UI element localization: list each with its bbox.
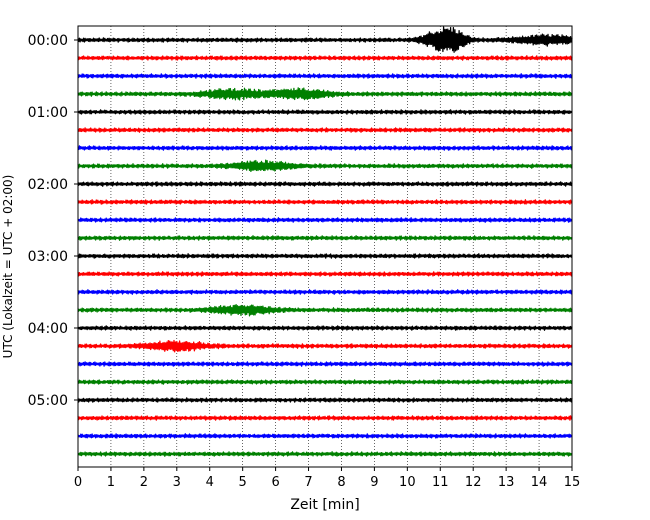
trace-0115 (77, 127, 573, 133)
x-tick-label: 7 (304, 475, 312, 490)
x-tick-label: 2 (140, 475, 148, 490)
trace-0145 (77, 159, 573, 173)
x-tick-label: 15 (564, 475, 581, 490)
x-tick-label: 4 (206, 475, 214, 490)
trace-0500 (77, 397, 573, 403)
trace-group (77, 26, 573, 457)
y-tick-label: 02:00 (28, 177, 68, 193)
trace-0245 (77, 235, 573, 241)
y-tick-label: 04:00 (28, 321, 68, 337)
trace-0215 (77, 199, 573, 205)
trace-0000 (77, 26, 573, 53)
x-tick-label: 11 (432, 475, 449, 490)
trace-0400 (77, 325, 573, 331)
trace-0515 (77, 415, 573, 421)
trace-0200 (77, 181, 573, 187)
trace-0545 (77, 451, 573, 457)
x-axis-ticks: 0 1 2 3 4 5 6 7 8 9 10 11 12 13 14 15 (74, 467, 580, 490)
trace-0415 (77, 339, 573, 353)
y-tick-label: 01:00 (28, 105, 68, 121)
trace-0130 (77, 145, 573, 151)
plot-frame (77, 25, 573, 468)
x-tick-label: 5 (239, 475, 247, 490)
x-tick-label: 3 (173, 475, 181, 490)
trace-0300 (77, 253, 573, 259)
x-tick-label: 9 (370, 475, 378, 490)
y-tick-label: 00:00 (28, 33, 68, 49)
trace-0015 (77, 55, 573, 61)
trace-0430 (77, 361, 573, 367)
x-tick-label: 10 (399, 475, 416, 490)
y-axis-ticks: 00:00 01:00 02:00 03:00 04:00 05:00 (28, 33, 78, 409)
x-tick-label: 13 (498, 475, 515, 490)
x-tick-label: 14 (531, 475, 548, 490)
y-axis-label: UTC (Lokalzeit = UTC + 02:00) (1, 175, 15, 359)
trace-0345 (77, 303, 573, 317)
x-tick-label: 0 (74, 475, 82, 490)
x-axis-label: Zeit [min] (290, 497, 359, 513)
trace-0330 (77, 289, 573, 295)
x-tick-label: 6 (271, 475, 279, 490)
trace-0045 (77, 87, 573, 101)
trace-0445 (77, 379, 573, 385)
y-tick-label: 03:00 (28, 249, 68, 265)
trace-0100 (77, 109, 573, 115)
trace-0230 (77, 217, 573, 223)
x-tick-label: 1 (107, 475, 115, 490)
x-tick-label: 8 (337, 475, 345, 490)
trace-0030 (77, 73, 573, 79)
trace-0315 (77, 271, 573, 277)
trace-0530 (77, 433, 573, 439)
y-tick-label: 05:00 (28, 393, 68, 409)
x-tick-label: 12 (465, 475, 482, 490)
